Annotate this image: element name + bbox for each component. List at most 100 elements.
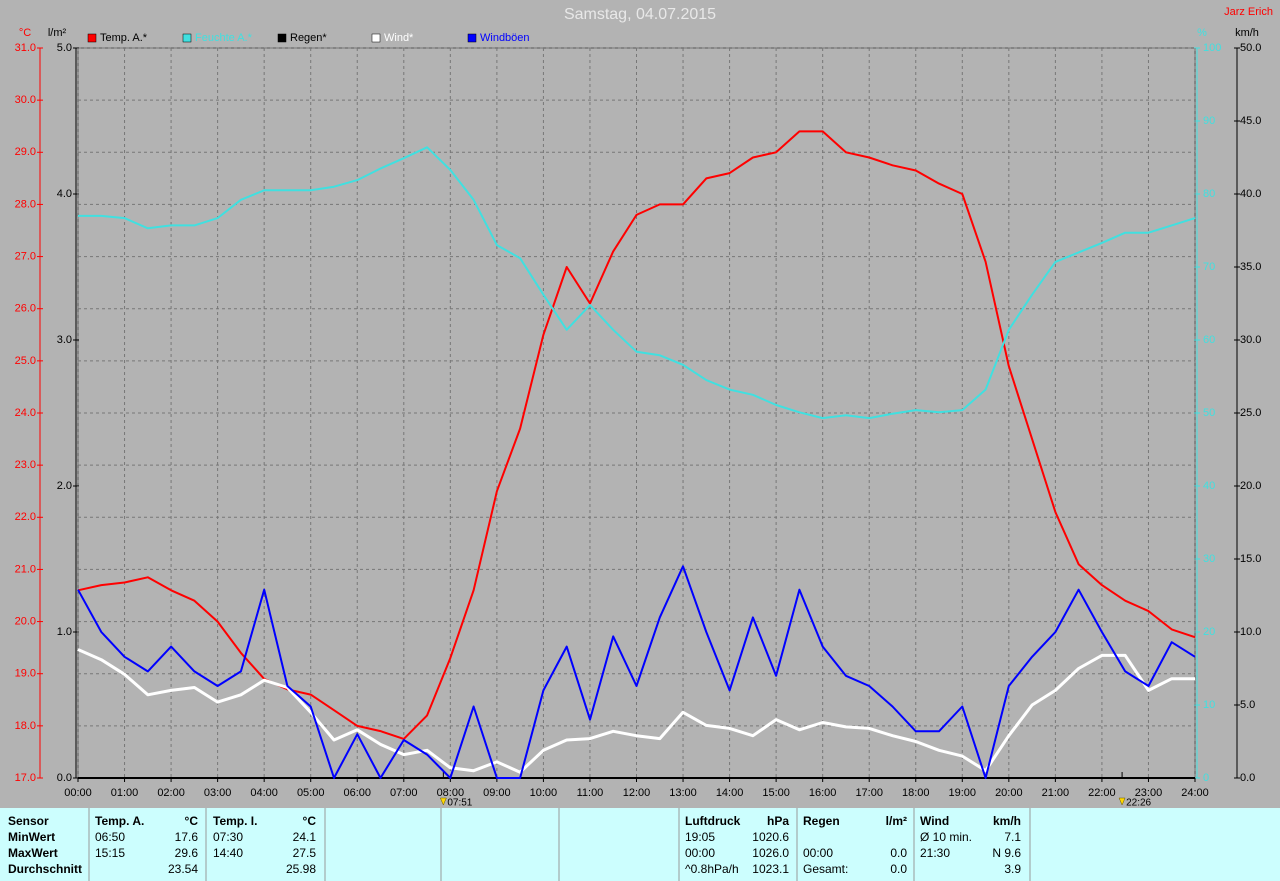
y-tick-label: 70 [1203, 261, 1215, 273]
y-tick-label: 17.0 [15, 772, 36, 784]
table-cell: MinWert [8, 830, 55, 844]
table-header: °C [303, 814, 317, 828]
x-tick-label: 24:00 [1181, 787, 1209, 799]
table-cell: 19:05 [685, 830, 715, 844]
y-tick-label: 27.0 [15, 250, 36, 262]
x-tick-label: 13:00 [669, 787, 697, 799]
y-tick-label: 30 [1203, 553, 1215, 565]
table-cell: 0.0 [890, 846, 907, 860]
x-tick-label: 01:00 [111, 787, 139, 799]
chart-title: Samstag, 04.07.2015 [564, 6, 716, 23]
x-tick-label: 15:00 [762, 787, 790, 799]
y-tick-label: 4.0 [57, 188, 72, 200]
y-tick-label: 31.0 [15, 42, 36, 54]
marker-icon [439, 797, 447, 806]
y-tick-label: 10.0 [1240, 626, 1261, 638]
y-tick-label: 26.0 [15, 303, 36, 315]
y-tick-label: 25.0 [15, 355, 36, 367]
table-header: Regen [803, 814, 840, 828]
legend-label: Wind* [384, 32, 414, 44]
y-tick-label: 5.0 [1240, 699, 1255, 711]
table-cell: 21:30 [920, 846, 950, 860]
legend-label: Feuchte A.* [195, 32, 253, 44]
table-cell: 15:15 [95, 846, 125, 860]
table-cell: 1026.0 [752, 846, 789, 860]
x-tick-label: 14:00 [716, 787, 744, 799]
y-tick-label: 30.0 [1240, 334, 1261, 346]
legend-swatch [371, 33, 381, 43]
x-tick-label: 04:00 [250, 787, 278, 799]
legend-label: Temp. A.* [100, 32, 148, 44]
table-cell: 00:00 [803, 846, 833, 860]
table-header: hPa [767, 814, 789, 828]
author: Jarz Erich [1224, 6, 1273, 18]
y-tick-label: 50.0 [1240, 42, 1261, 54]
y-tick-label: 22.0 [15, 511, 36, 523]
x-tick-label: 20:00 [995, 787, 1023, 799]
table-header: Temp. A. [95, 814, 144, 828]
x-tick-label: 21:00 [1042, 787, 1070, 799]
x-tick-label: 17:00 [855, 787, 883, 799]
table-header: Temp. I. [213, 814, 257, 828]
table-cell: Ø 10 min. [920, 830, 972, 844]
y-tick-label: 20 [1203, 626, 1215, 638]
y-tick-label: 60 [1203, 334, 1215, 346]
table-header: km/h [993, 814, 1021, 828]
y-tick-label: 40 [1203, 480, 1215, 492]
table-cell: Durchschnitt [8, 862, 82, 876]
table-cell: 1023.1 [752, 862, 789, 876]
table-header: Sensor [8, 814, 49, 828]
y-tick-label: 80 [1203, 188, 1215, 200]
marker-icon [1118, 797, 1126, 806]
x-tick-label: 02:00 [157, 787, 185, 799]
x-tick-label: 22:00 [1088, 787, 1116, 799]
y-tick-label: 18.0 [15, 720, 36, 732]
y-tick-label: 19.0 [15, 668, 36, 680]
y-tick-label: 21.0 [15, 563, 36, 575]
y-axis-unit: °C [19, 27, 31, 39]
y-tick-label: 20.0 [1240, 480, 1261, 492]
y-tick-label: 0.0 [1240, 772, 1255, 784]
legend-label: Windböen [480, 32, 530, 44]
legend-swatch [277, 33, 287, 43]
table-header: Wind [920, 814, 949, 828]
y-tick-label: 90 [1203, 115, 1215, 127]
table-cell: 29.6 [175, 846, 199, 860]
series-line [77, 565, 1196, 779]
y-tick-label: 50 [1203, 407, 1215, 419]
legend-label: Regen* [290, 32, 327, 44]
y-tick-label: 0.0 [57, 772, 72, 784]
x-tick-label: 06:00 [343, 787, 371, 799]
y-tick-label: 30.0 [15, 94, 36, 106]
x-tick-label: 16:00 [809, 787, 837, 799]
legend-swatch [467, 33, 477, 43]
y-tick-label: 5.0 [57, 42, 72, 54]
x-tick-label: 09:00 [483, 787, 511, 799]
y-tick-label: 45.0 [1240, 115, 1261, 127]
table-cell: 24.1 [293, 830, 317, 844]
x-tick-label: 07:00 [390, 787, 418, 799]
table-cell: 07:30 [213, 830, 243, 844]
legend-swatch [182, 33, 192, 43]
y-tick-label: 28.0 [15, 198, 36, 210]
x-tick-label: 23:00 [1135, 787, 1163, 799]
y-tick-label: 15.0 [1240, 553, 1261, 565]
y2-axis-unit: l/m² [48, 27, 67, 39]
table-header: l/m² [886, 814, 907, 828]
y-tick-label: 29.0 [15, 146, 36, 158]
x-tick-label: 00:00 [64, 787, 92, 799]
series-line [78, 146, 1196, 420]
table-header: °C [185, 814, 199, 828]
x-tick-label: 18:00 [902, 787, 930, 799]
x-tick-label: 11:00 [577, 787, 604, 799]
table-cell: 23.54 [168, 862, 198, 876]
x-tick-label: 03:00 [204, 787, 232, 799]
y-tick-label: 10 [1203, 699, 1215, 711]
y-tick-label: 35.0 [1240, 261, 1261, 273]
x-tick-label: 08:00 [437, 787, 465, 799]
y-tick-label: 20.0 [15, 615, 36, 627]
x-tick-label: 19:00 [949, 787, 977, 799]
table-cell: Gesamt: [803, 862, 848, 876]
